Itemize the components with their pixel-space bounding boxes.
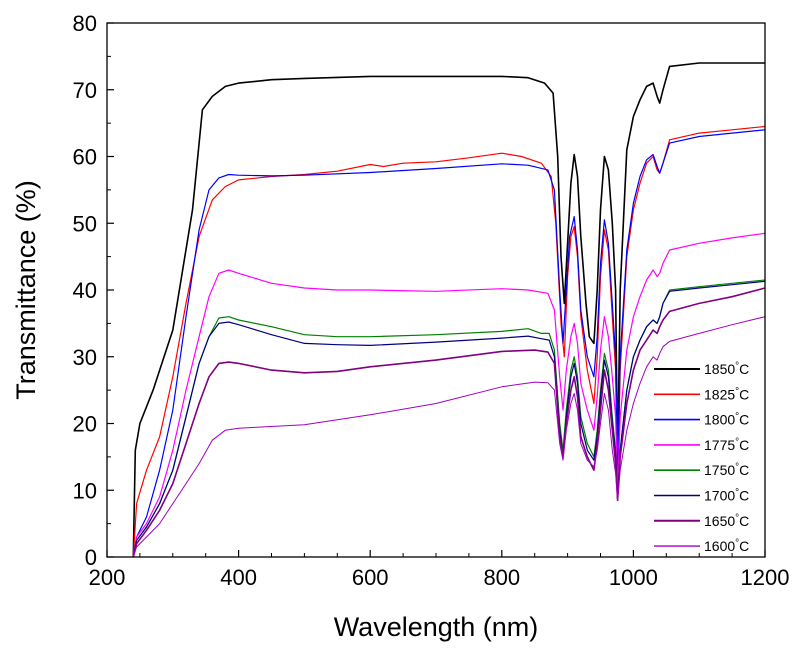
- y-tick-label: 40: [73, 278, 97, 303]
- plot-frame: [106, 22, 766, 558]
- series-line-1800: [132, 129, 766, 558]
- y-tick-label: 0: [85, 545, 97, 570]
- x-tick-label: 1000: [609, 565, 658, 590]
- x-axis-title: Wavelength (nm): [334, 612, 539, 642]
- y-tick-label: 70: [73, 78, 97, 103]
- legend-label-1750: 1750°C: [704, 462, 749, 478]
- series-group: [132, 62, 766, 558]
- legend-label-1775: 1775°C: [704, 437, 749, 453]
- x-tick-label: 400: [220, 565, 257, 590]
- y-tick-label: 30: [73, 345, 97, 370]
- legend-label-1650: 1650°C: [704, 513, 749, 529]
- series-line-1700: [132, 280, 766, 558]
- ticks-group: 200 400 600 800 1000 1200 0 10 20 30 40 50 60 70 80: [73, 11, 790, 590]
- legend-label-1600: 1600°C: [704, 538, 749, 554]
- y-tick-label: 80: [73, 11, 97, 36]
- x-tick-label: 200: [89, 565, 126, 590]
- series-line-1600: [132, 316, 766, 558]
- y-tick-label: 10: [73, 478, 97, 503]
- series-line-1650: [132, 287, 766, 558]
- y-tick-label: 50: [73, 211, 97, 236]
- series-line-1825: [132, 125, 766, 558]
- legend-label-1850: 1850°C: [704, 361, 749, 377]
- legend-label-1800: 1800°C: [704, 412, 749, 428]
- x-tick-label: 1200: [741, 565, 790, 590]
- legend-label-1700: 1700°C: [704, 488, 749, 504]
- y-axis-title: Transmittance (%): [11, 180, 41, 400]
- series-line-1775: [132, 232, 766, 558]
- series-line-1850: [132, 62, 765, 558]
- y-tick-label: 20: [73, 412, 97, 437]
- legend: 1850°C 1825°C 1800°C 1775°C 1750°C 1700°C 1650…: [654, 361, 749, 554]
- x-tick-label: 600: [352, 565, 389, 590]
- legend-label-1825: 1825°C: [704, 386, 749, 402]
- y-tick-label: 60: [73, 145, 97, 170]
- x-tick-label: 800: [483, 565, 520, 590]
